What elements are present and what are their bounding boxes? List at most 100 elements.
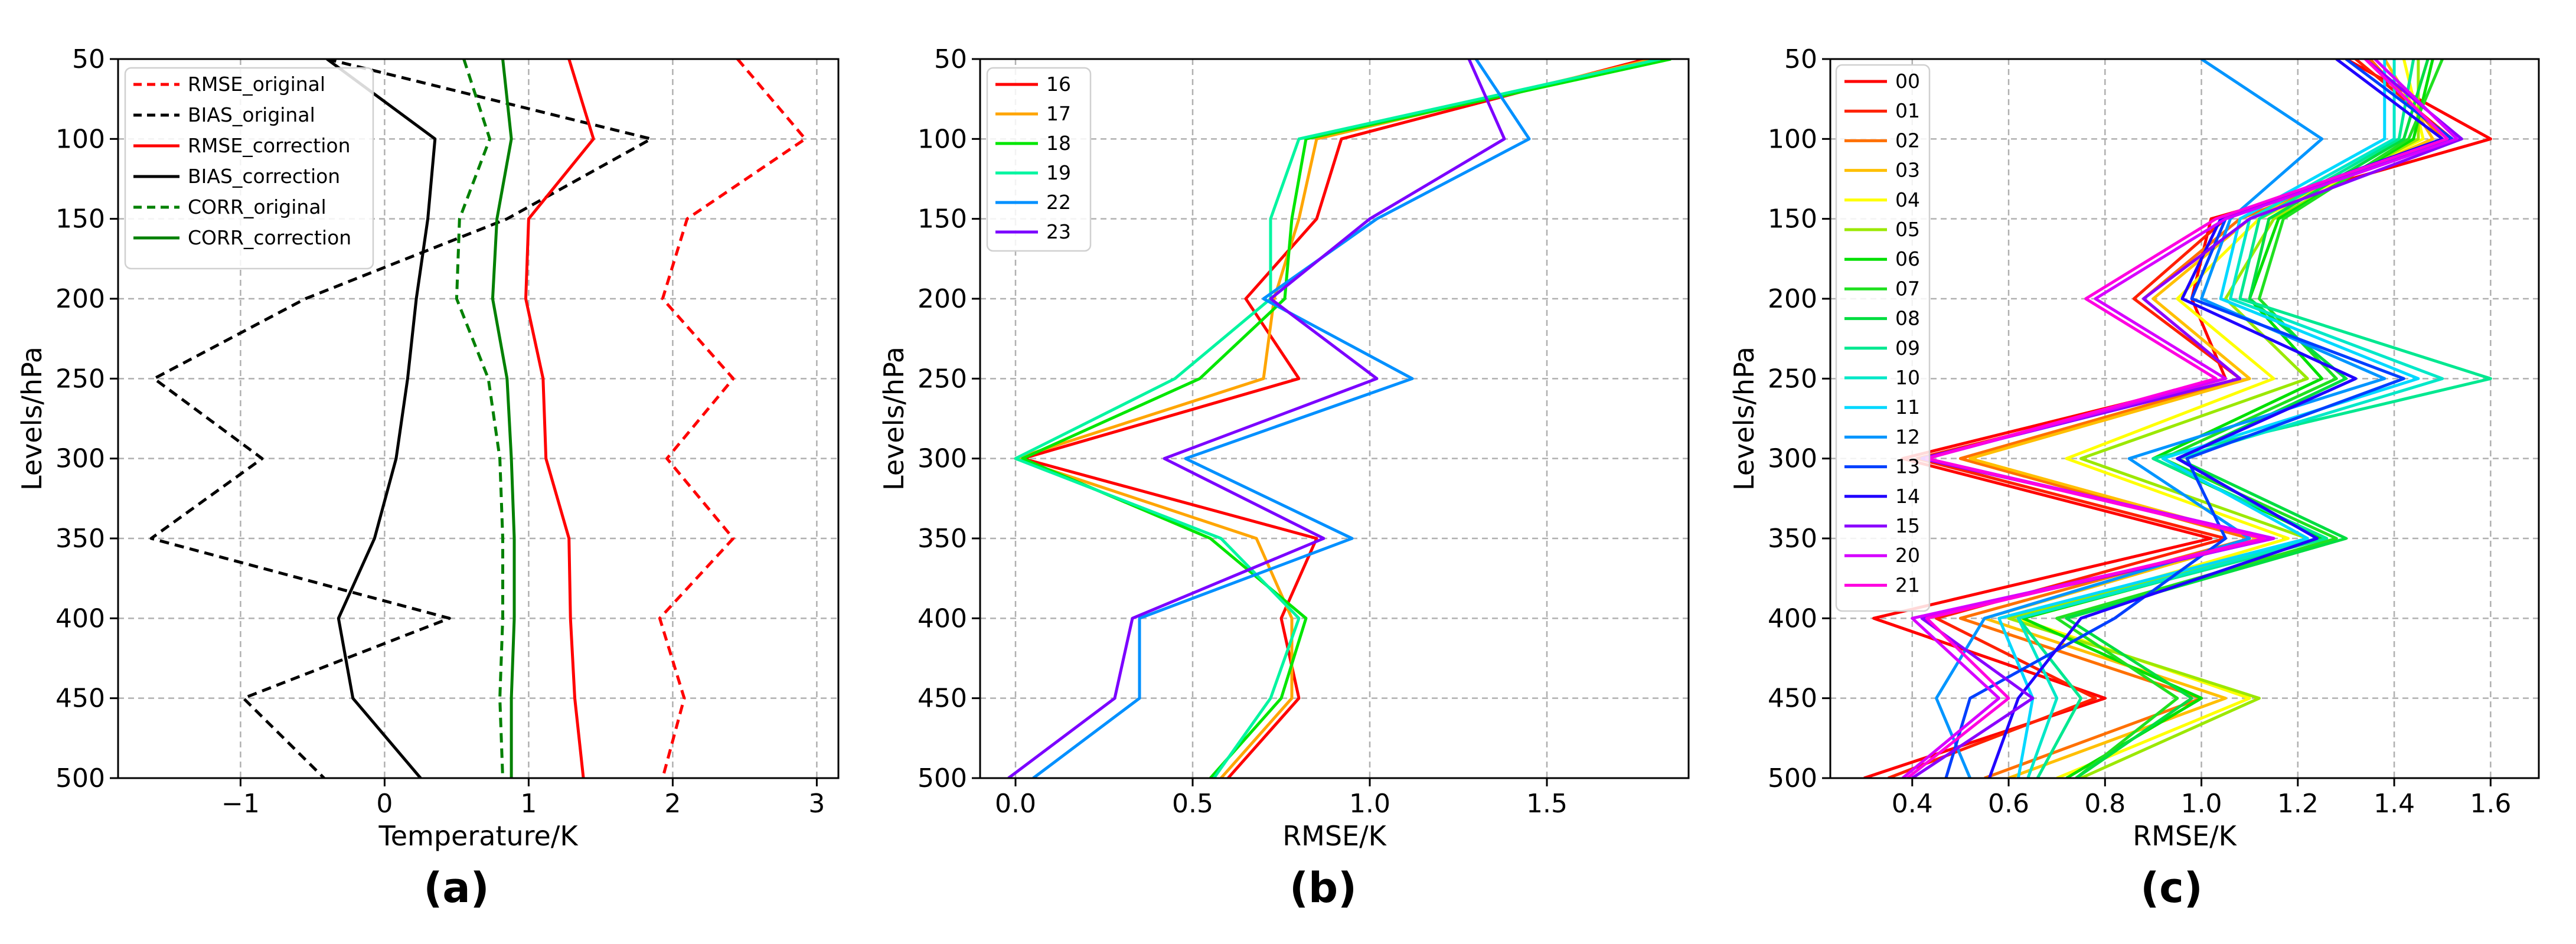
legend-label-17: 17 — [1046, 102, 1071, 125]
series-line-CORR_correction — [491, 59, 516, 778]
panel-b-letter: (b) — [1289, 864, 1357, 912]
plot-frame — [117, 58, 840, 779]
series-line-CORR_original — [455, 59, 504, 778]
series-line-12 — [1935, 59, 2386, 778]
legend-label-11: 11 — [1895, 396, 1920, 419]
series-line-20 — [1901, 59, 2459, 778]
legend-label-08: 08 — [1895, 307, 1920, 330]
y-tick-label: 350 — [55, 524, 105, 554]
panel-a-letter: (a) — [423, 864, 489, 912]
legend-label-13: 13 — [1895, 455, 1920, 478]
legend-box — [986, 67, 1092, 252]
y-tick-label: 200 — [55, 284, 105, 314]
legend: 00 01 02 03 04 05 06 07 08 09 10 11 12 13 14 15 20 21 — [1835, 64, 1931, 612]
legend-label-01: 01 — [1895, 99, 1920, 122]
y-tick-label: 50 — [1784, 44, 1817, 74]
panel-2: 0.0 0.5 1.0 1.5 50 100 150 200 250 300 350 400 450 50… — [878, 44, 1690, 852]
x-tick-label: −1 — [221, 789, 260, 819]
series-line-17 — [1014, 59, 1654, 778]
legend-label-16: 16 — [1046, 73, 1071, 96]
y-tick-label: 450 — [55, 684, 105, 714]
x-tick-label: 1.6 — [2470, 789, 2511, 819]
legend-label-22: 22 — [1046, 191, 1071, 214]
x-tick-label: 0.5 — [1172, 789, 1213, 819]
legend-label-23: 23 — [1046, 220, 1071, 243]
y-tick-label: 250 — [918, 364, 967, 394]
legend-label-RMSE_correction: RMSE_correction — [188, 134, 351, 157]
y-tick-label: 150 — [1768, 204, 1817, 234]
legend-label-12: 12 — [1895, 425, 1920, 448]
y-axis-label: Levels/hPa — [16, 347, 48, 491]
legend-label-21: 21 — [1895, 573, 1920, 596]
legend-label-19: 19 — [1046, 161, 1071, 184]
y-tick-label: 250 — [55, 364, 105, 394]
x-tick-label: 1.0 — [1349, 789, 1390, 819]
series-line-RMSE_original — [658, 59, 807, 778]
legend-box — [124, 67, 374, 270]
legend-label-00: 00 — [1895, 70, 1920, 93]
y-tick-label: 200 — [918, 284, 967, 314]
x-tick-label: 1.5 — [1526, 789, 1568, 819]
y-tick-label: 300 — [1768, 444, 1817, 474]
x-axis-label: Temperature/K — [378, 820, 579, 852]
y-tick-label: 100 — [918, 124, 967, 154]
y-tick-label: 500 — [918, 763, 967, 793]
series-line-10 — [2016, 59, 2444, 778]
series-line-19 — [1014, 59, 1661, 778]
legend-label-02: 02 — [1895, 129, 1920, 152]
series-line-22 — [1032, 59, 1531, 778]
y-tick-label: 150 — [55, 204, 105, 234]
x-tick-label: 0.4 — [1892, 789, 1933, 819]
plot-frame — [1829, 58, 2540, 779]
y-axis-label: Levels/hPa — [1728, 347, 1760, 491]
y-tick-label: 400 — [1768, 603, 1817, 633]
legend-label-CORR_correction: CORR_correction — [188, 226, 351, 249]
legend-label-07: 07 — [1895, 277, 1920, 300]
panel-c-letter: (c) — [2140, 864, 2202, 912]
legend-label-06: 06 — [1895, 247, 1920, 270]
y-tick-label: 250 — [1768, 364, 1817, 394]
legend-label-04: 04 — [1895, 188, 1920, 211]
panel-3: 0.4 0.6 0.8 1.0 1.2 1.4 1.65010015020025030035… — [1728, 44, 2540, 852]
series-line-18 — [1021, 59, 1671, 778]
y-tick-label: 350 — [918, 524, 967, 554]
legend-label-18: 18 — [1046, 132, 1071, 155]
legend-label-03: 03 — [1895, 159, 1920, 182]
y-tick-label: 400 — [918, 603, 967, 633]
y-tick-label: 50 — [72, 44, 105, 74]
y-tick-label: 450 — [918, 684, 967, 714]
series-line-23 — [1007, 59, 1506, 778]
legend: RMSE_original BIAS_original RMSE_correctio… — [124, 67, 374, 270]
y-tick-label: 450 — [1768, 684, 1817, 714]
legend-label-15: 15 — [1895, 514, 1920, 537]
x-tick-label: 3 — [808, 789, 825, 819]
legend-label-14: 14 — [1895, 485, 1920, 508]
series-line-BIAS_original — [149, 59, 653, 778]
legend-label-RMSE_original: RMSE_original — [188, 73, 325, 96]
x-tick-label: 1.2 — [2277, 789, 2319, 819]
series-line-11 — [1997, 59, 2420, 778]
y-tick-label: 50 — [934, 44, 967, 74]
x-tick-label: 1.0 — [2181, 789, 2222, 819]
legend-label-09: 09 — [1895, 337, 1920, 360]
x-tick-label: 0.6 — [1988, 789, 2029, 819]
x-tick-label: 0.8 — [2084, 789, 2126, 819]
series-line-07 — [2055, 59, 2444, 778]
series-line-16 — [1021, 59, 1647, 778]
x-tick-label: 1.4 — [2373, 789, 2415, 819]
x-tick-label: 2 — [664, 789, 681, 819]
x-axis-label: RMSE/K — [2133, 820, 2237, 852]
x-tick-label: 0 — [376, 789, 393, 819]
x-tick-label: 1 — [520, 789, 537, 819]
y-tick-label: 500 — [1768, 763, 1817, 793]
legend-label-CORR_original: CORR_original — [188, 195, 327, 218]
y-tick-label: 500 — [55, 763, 105, 793]
legend-label-05: 05 — [1895, 218, 1920, 241]
y-tick-label: 100 — [1768, 124, 1817, 154]
legend-label-BIAS_correction: BIAS_correction — [188, 165, 340, 188]
y-tick-label: 150 — [918, 204, 967, 234]
y-tick-label: 200 — [1768, 284, 1817, 314]
legend-label-10: 10 — [1895, 366, 1920, 389]
y-tick-label: 100 — [55, 124, 105, 154]
